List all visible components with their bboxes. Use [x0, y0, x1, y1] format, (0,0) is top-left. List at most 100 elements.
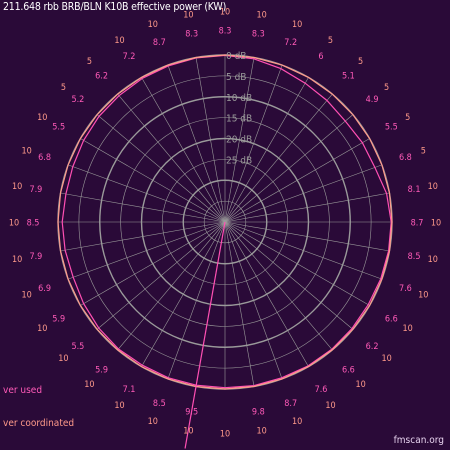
- chart-title: 211.648 rbb BRB/BLN K10B effective power…: [3, 1, 227, 13]
- grid-spoke: [224, 77, 309, 223]
- grid-spoke: [60, 221, 226, 252]
- azimuth-label-coordinated: 10: [9, 219, 19, 229]
- azimuth-label-coordinated: 10: [256, 426, 266, 436]
- grid-spoke: [224, 138, 370, 223]
- azimuth-label-coordinated: 10: [428, 182, 438, 192]
- azimuth-label-coordinated: 10: [148, 417, 158, 427]
- grid-spoke: [117, 221, 226, 351]
- radial-tick-label: 0 dB: [226, 51, 246, 62]
- azimuth-label-coordinated: 5: [384, 83, 389, 93]
- azimuth-label-coordinated: 10: [325, 401, 335, 411]
- grid-spoke: [117, 93, 226, 223]
- grid-spoke: [141, 77, 226, 223]
- azimuth-label-used: 6.6: [342, 366, 355, 376]
- azimuth-label-used: 8.7: [411, 219, 424, 229]
- azimuth-label-coordinated: 5: [61, 83, 66, 93]
- azimuth-label-used: 8.5: [27, 219, 40, 229]
- azimuth-label-used: 9.8: [252, 408, 265, 418]
- direction-line: [184, 221, 226, 449]
- grid-spoke: [224, 221, 390, 252]
- azimuth-label-used: 7.2: [284, 38, 297, 48]
- grid-spoke: [224, 64, 283, 223]
- grid-spoke: [224, 192, 390, 223]
- azimuth-label-coordinated: 10: [292, 20, 302, 30]
- azimuth-label-coordinated: 10: [12, 182, 22, 192]
- grid-spoke: [96, 221, 226, 330]
- azimuth-label-used: 8.3: [252, 29, 265, 39]
- pattern-series: [57, 54, 393, 449]
- radial-tick-label: 15 dB: [226, 114, 252, 125]
- azimuth-label-coordinated: 10: [431, 219, 441, 229]
- legend-used: ver used: [3, 385, 43, 396]
- azimuth-label-coordinated: 5: [87, 57, 92, 67]
- grid-spoke: [80, 221, 226, 306]
- azimuth-label-coordinated: 10: [403, 324, 413, 334]
- azimuth-label-used: 5.9: [95, 366, 108, 376]
- azimuth-label-coordinated: 10: [114, 401, 124, 411]
- grid-spoke: [224, 57, 255, 223]
- azimuth-label-used: 7.9: [29, 252, 42, 262]
- grid-spoke: [67, 221, 226, 280]
- azimuth-label-used: 5.1: [342, 71, 355, 81]
- azimuth-label-used: 6.6: [385, 315, 398, 325]
- azimuth-label-coordinated: 10: [220, 430, 230, 440]
- radial-tick-labels: 0 dB 5 dB 10 dB 15 dB 20 dB 25 dB: [226, 51, 252, 166]
- azimuth-label-coordinated: 10: [418, 291, 428, 301]
- grid-spoke: [167, 64, 226, 223]
- azimuth-label-used: 8.5: [153, 399, 166, 409]
- azimuth-label-coordinated: 10: [355, 380, 365, 390]
- grid-spoke: [195, 57, 226, 223]
- series-used-line: [61, 54, 392, 389]
- azimuth-label-used: 8.7: [284, 399, 297, 409]
- grid-spoke: [224, 164, 383, 223]
- azimuth-label-coordinated: 10: [22, 291, 32, 301]
- azimuth-label-used: 7.2: [123, 52, 136, 62]
- grid-spoke: [224, 221, 333, 351]
- azimuth-label-coordinated: 10: [37, 324, 47, 334]
- azimuth-label-coordinated: 5: [328, 36, 333, 46]
- azimuth-label-coordinated: 10: [381, 354, 391, 364]
- azimuth-label-used: 8.1: [408, 185, 421, 195]
- azimuth-label-used: 5.5: [385, 123, 398, 133]
- azimuth-label-coordinated: 5: [405, 113, 410, 123]
- azimuth-label-used: 7.6: [315, 385, 328, 395]
- grid-spoke: [167, 221, 226, 380]
- grid-spoke: [224, 114, 354, 223]
- legend-coordinated: ver coordinated: [3, 418, 75, 429]
- grid-spoke: [224, 221, 309, 367]
- azimuth-label-used: 6.2: [95, 71, 108, 81]
- azimuth-label-coordinated: 10: [114, 36, 124, 46]
- azimuth-label-used: 5.2: [71, 95, 84, 105]
- azimuth-label-coordinated: 10: [37, 113, 47, 123]
- grid-spoke: [60, 192, 226, 223]
- azimuth-label-used: 5.9: [52, 315, 65, 325]
- azimuth-label-used: 6.2: [366, 342, 379, 352]
- radial-tick-label: 10 dB: [226, 93, 252, 104]
- grid-spoke: [67, 164, 226, 223]
- azimuth-label-used: 7.9: [29, 185, 42, 195]
- azimuth-label-coordinated: 5: [358, 57, 363, 67]
- azimuth-label-used: 4.9: [366, 95, 379, 105]
- grid-spoke: [224, 221, 354, 330]
- azimuth-label-used: 5.5: [71, 342, 84, 352]
- azimuth-label-used: 6.9: [38, 284, 51, 294]
- azimuth-label-coordinated: 10: [428, 255, 438, 265]
- grid-spoke: [141, 221, 226, 367]
- azimuth-label-used: 6.8: [38, 153, 51, 163]
- grid-spoke: [224, 221, 255, 387]
- azimuth-label-used: 9.5: [185, 408, 198, 418]
- azimuth-label-coordinated: 10: [22, 146, 32, 156]
- azimuth-label-used: 7.6: [399, 284, 412, 294]
- grid-spoke: [224, 221, 383, 280]
- azimuth-label-coordinated: 10: [220, 8, 230, 18]
- azimuth-label-used: 5.5: [52, 123, 65, 133]
- grid-spoke: [224, 221, 370, 306]
- azimuth-label-coordinated: 10: [183, 426, 193, 436]
- credit-link[interactable]: fmscan.org: [393, 435, 444, 446]
- polar-grid: [57, 54, 393, 390]
- azimuth-label-coordinated: 10: [12, 255, 22, 265]
- grid-spoke: [224, 93, 333, 223]
- azimuth-label-used: 6.8: [399, 153, 412, 163]
- radial-tick-label: 5 dB: [226, 72, 246, 83]
